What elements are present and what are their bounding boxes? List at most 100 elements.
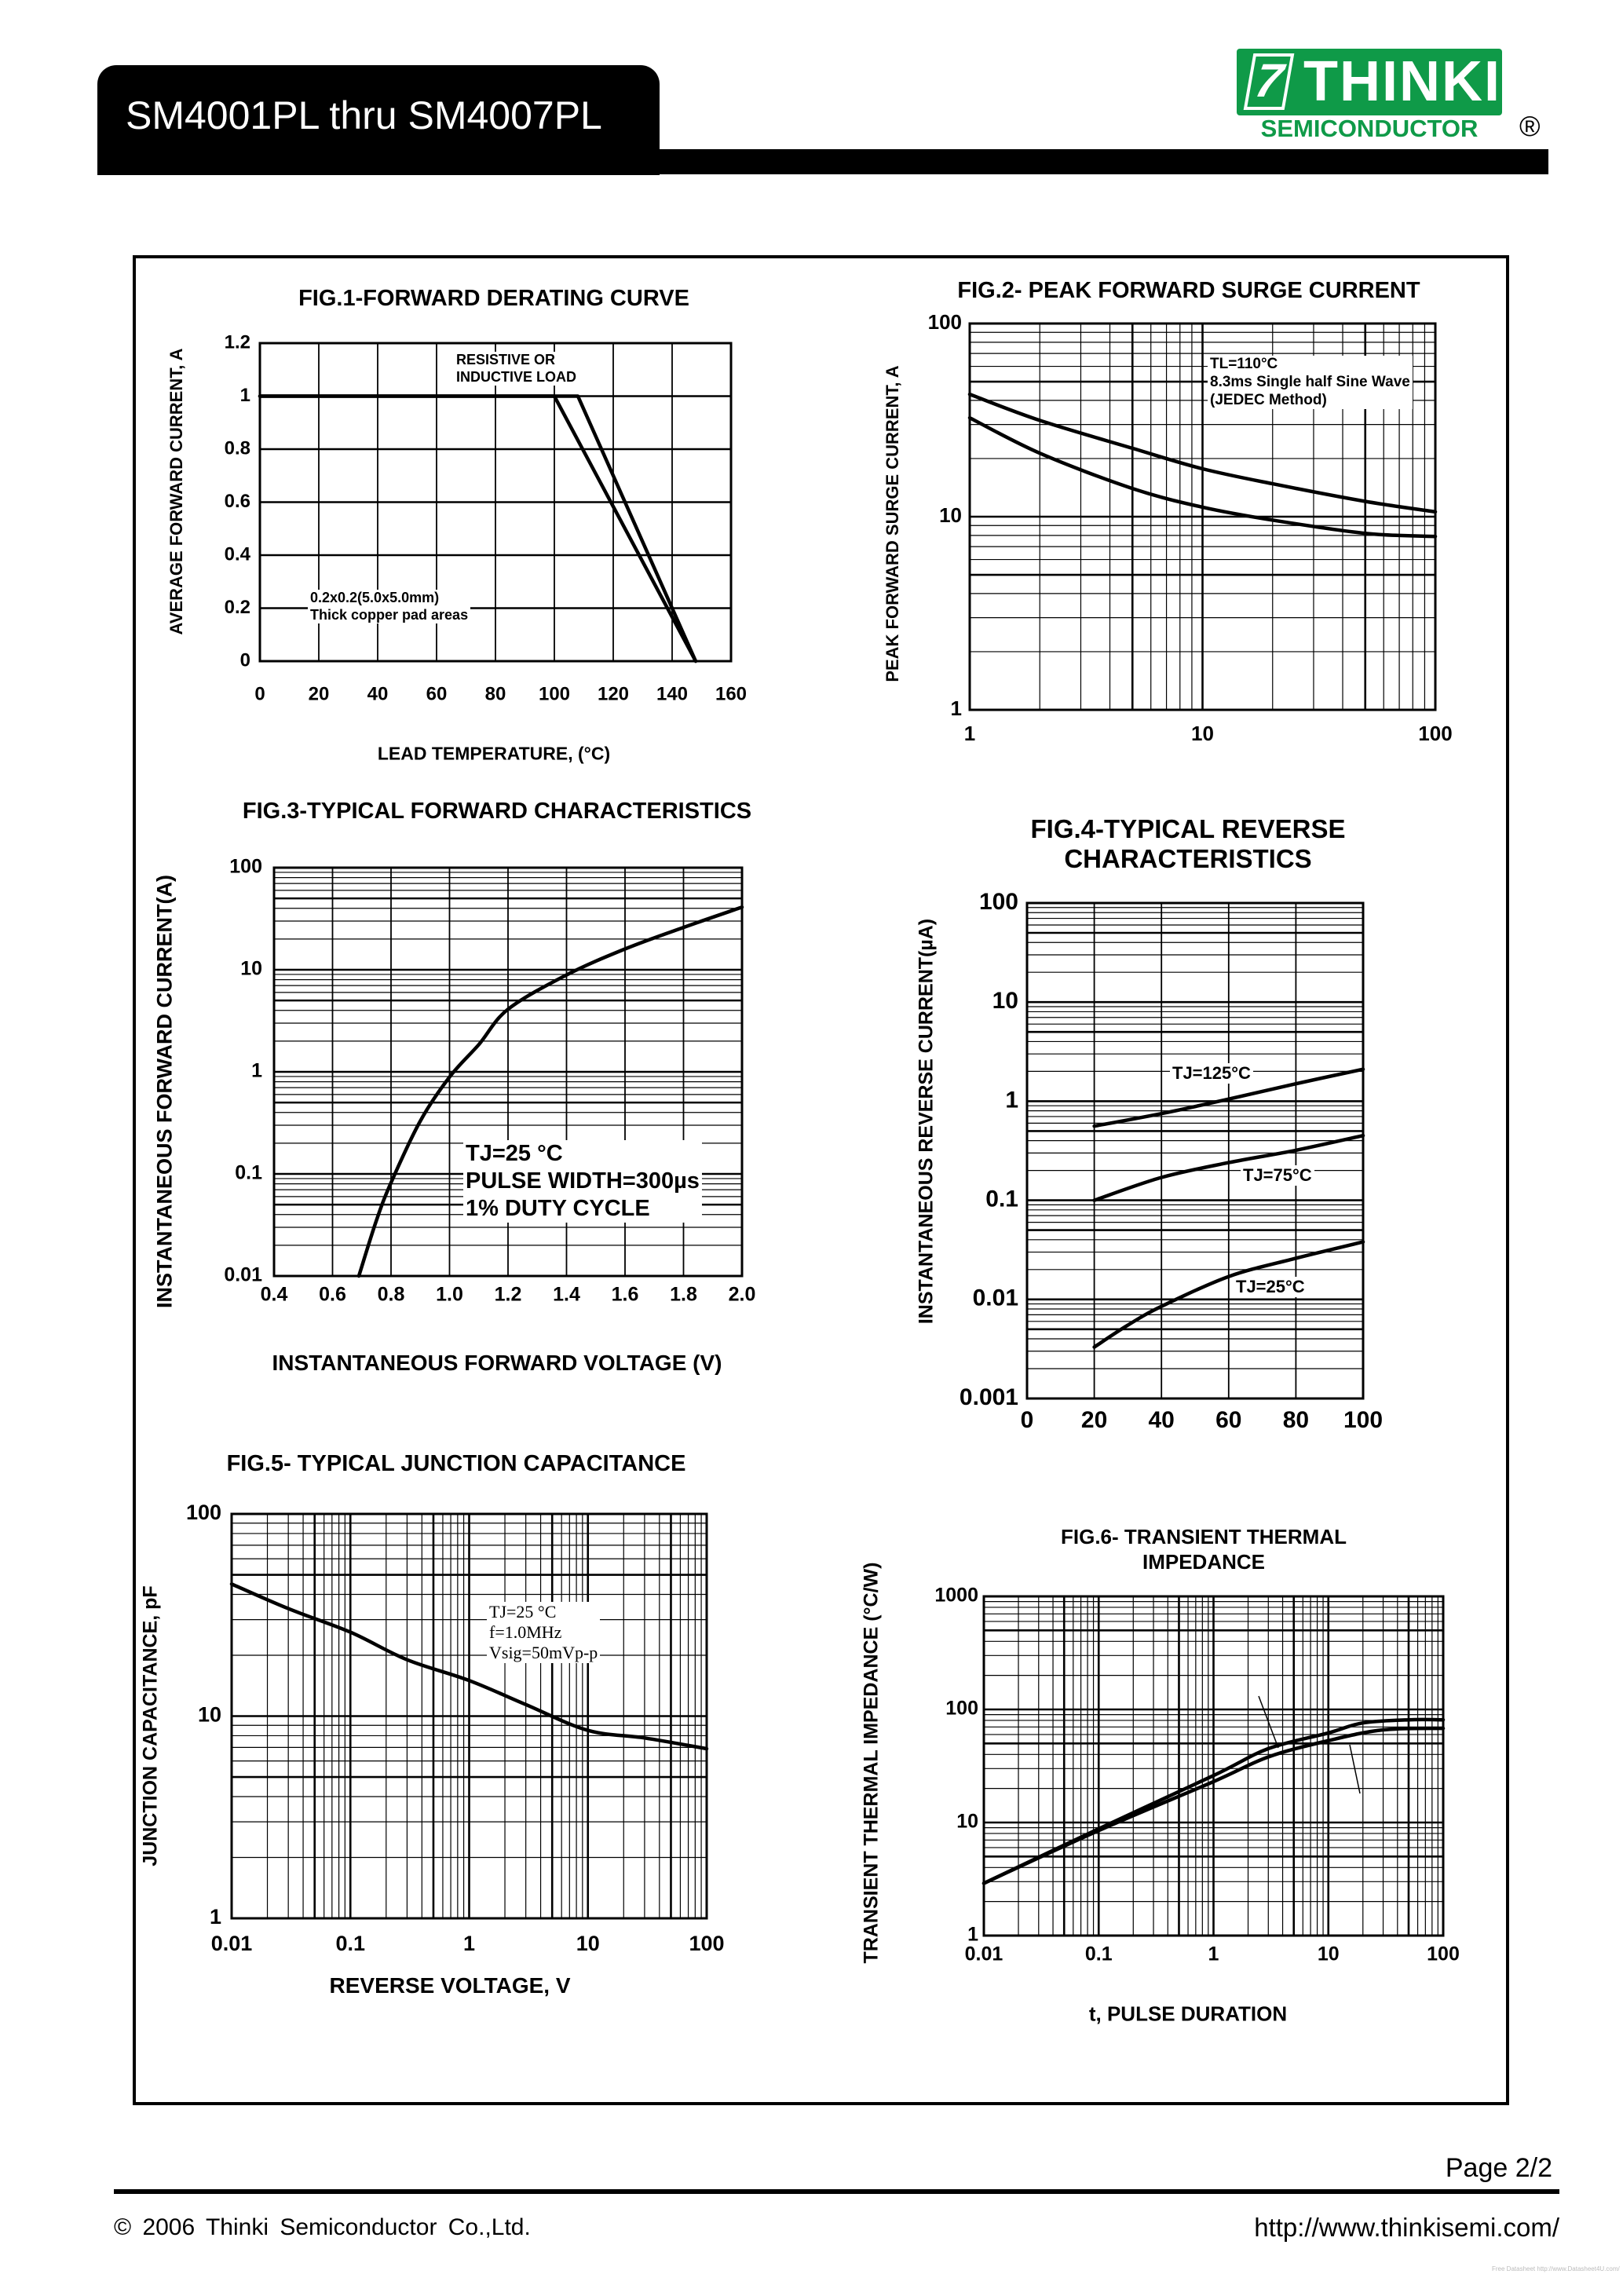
fig6-ylabel: TRANSIENT THERMAL IMPEDANCE (°C/W) — [860, 1562, 883, 1964]
fig3-x-tick-label: 1.4 — [553, 1284, 580, 1306]
fig5-title: FIG.5- TYPICAL JUNCTION CAPACITANCE — [226, 1451, 686, 1476]
fig6-x-tick-label: 0.01 — [965, 1943, 1003, 1965]
title-line: FIG.6- TRANSIENT THERMAL — [1061, 1525, 1347, 1548]
fig3-annotation: TJ=25 °C PULSE WIDTH=300µs 1% DUTY CYCLE — [463, 1140, 702, 1223]
annotation-line: f=1.0MHz — [489, 1622, 562, 1642]
fig5-y-tick-label: 100 — [186, 1501, 221, 1524]
website-link[interactable]: http://www.thinkisemi.com/ — [1254, 2213, 1559, 2242]
fig3-series-line-1 — [356, 905, 744, 1278]
annotation-line: (JEDEC Method) — [1210, 391, 1327, 408]
fig1-x-tick-label: 140 — [656, 683, 688, 704]
annotation-line: PULSE WIDTH=300µs — [466, 1168, 700, 1194]
fig1-ylabel: AVERAGE FORWARD CURRENT, A — [166, 348, 186, 635]
fig1-x-tick-label: 120 — [598, 683, 629, 704]
fig2-series-line-1 — [967, 392, 1438, 514]
fig2-x-tick-label: 100 — [1418, 722, 1452, 745]
fig4-series-line-2 — [1092, 1133, 1365, 1202]
fig6-y-tick-label: 10 — [956, 1811, 978, 1833]
fig4-series-label-125: TJ=125°C — [1170, 1063, 1253, 1084]
fig1-annotation-pad: 0.2x0.2(5.0x5.0mm) Thick copper pad area… — [308, 590, 471, 624]
fig1-x-tick-label: 100 — [539, 683, 570, 704]
fig2-y-tick-label: 1 — [951, 696, 962, 720]
fig1-y-tick-label: 1 — [240, 385, 250, 406]
fig3-y-tick-label: 10 — [240, 958, 262, 980]
fig2-title: FIG.2- PEAK FORWARD SURGE CURRENT — [957, 278, 1420, 303]
fig3-x-tick-label: 0.8 — [378, 1284, 405, 1306]
annotation-line: TJ=25 °C — [466, 1141, 563, 1166]
fig5-x-tick-label: 0.01 — [211, 1932, 253, 1955]
fig5-x-tick-label: 0.1 — [335, 1932, 365, 1955]
fig2-y-tick-label: 100 — [928, 310, 962, 334]
fig6-plot-frame — [982, 1595, 1445, 1937]
fig2-y-tick-label: 10 — [939, 503, 962, 527]
fig3-y-tick-label: 0.1 — [235, 1162, 262, 1184]
fig5-plot-frame — [230, 1512, 708, 1920]
footer-divider — [114, 2189, 1559, 2194]
watermark-text: Free Datasheet http://www.Datasheet4U.co… — [1492, 2265, 1620, 2272]
fig5-annotation: TJ=25 °C f=1.0MHz Vsig=50mVp-p — [487, 1602, 601, 1663]
fig2-x-tick-label: 1 — [964, 722, 975, 745]
fig4-series-label-75: TJ=75°C — [1241, 1165, 1314, 1186]
fig6-y-tick-label: 100 — [945, 1698, 978, 1720]
company-logo — [1237, 49, 1502, 115]
fig5-x-tick-label: 1 — [463, 1932, 475, 1955]
figures-frame — [133, 255, 1509, 2105]
fig4-series-line-3 — [1092, 1240, 1365, 1349]
fig3-plot-frame — [272, 866, 744, 1278]
annotation-line: Vsig=50mVp-p — [489, 1643, 598, 1662]
fig1-x-tick-label: 160 — [715, 683, 747, 704]
fig4-series-label-25: TJ=25°C — [1234, 1277, 1307, 1298]
fig1-series-line-2 — [258, 394, 698, 664]
fig6-x-tick-label: 0.1 — [1085, 1943, 1113, 1965]
fig6-y-tick-label: 1 — [967, 1924, 978, 1946]
fig1-annotation-load: RESISTIVE OR INDUCTIVE LOAD — [454, 352, 579, 386]
fig6-x-tick-label: 100 — [1427, 1943, 1460, 1965]
fig3-x-tick-label: 1.6 — [612, 1284, 639, 1306]
fig6-title: FIG.6- TRANSIENT THERMAL IMPEDANCE — [1061, 1524, 1347, 1574]
fig1-x-tick-label: 80 — [485, 683, 506, 704]
fig5-x-tick-label: 10 — [576, 1932, 600, 1955]
fig5-y-tick-label: 10 — [198, 1703, 221, 1727]
fig3-x-tick-label: 1.8 — [670, 1284, 697, 1306]
fig3-x-tick-label: 1.0 — [436, 1284, 463, 1306]
annotation-line: 1% DUTY CYCLE — [466, 1196, 650, 1221]
fig4-x-tick-label: 60 — [1215, 1407, 1241, 1433]
annotation-line: Thick copper pad areas — [310, 606, 469, 623]
logo-brand-text: THINKI — [1303, 50, 1501, 113]
fig3-y-tick-label: 0.01 — [224, 1264, 262, 1286]
registered-mark-icon: ® — [1519, 110, 1541, 142]
fig6-y-tick-label: 1000 — [934, 1585, 978, 1607]
fig3-x-tick-label: 2.0 — [729, 1284, 756, 1306]
fig4-title: FIG.4-TYPICAL REVERSE CHARACTERISTICS — [1031, 814, 1346, 874]
fig6-series-line-2 — [981, 1726, 1446, 1885]
fig4-x-tick-label: 100 — [1343, 1407, 1383, 1433]
fig1-y-tick-label: 0.8 — [225, 437, 250, 459]
fig1-x-tick-label: 40 — [367, 683, 389, 704]
fig1-x-tick-label: 20 — [309, 683, 330, 704]
fig6-leader-line — [1349, 1744, 1361, 1794]
fig4-y-tick-label: 0.1 — [985, 1186, 1018, 1212]
fig1-x-tick-label: 0 — [254, 683, 265, 704]
fig3-x-tick-label: 1.2 — [495, 1284, 522, 1306]
fig4-x-tick-label: 0 — [1021, 1407, 1034, 1433]
logo-subtitle: SEMICONDUCTOR — [1260, 115, 1479, 142]
fig5-x-tick-label: 100 — [689, 1932, 724, 1955]
title-line: CHARACTERISTICS — [1064, 844, 1312, 873]
fig1-y-tick-label: 0.4 — [225, 543, 251, 565]
fig1-y-tick-label: 0 — [240, 649, 250, 671]
fig2-x-tick-label: 10 — [1191, 722, 1214, 745]
fig6-x-tick-label: 10 — [1318, 1943, 1340, 1965]
fig5-y-tick-label: 1 — [210, 1905, 221, 1929]
fig3-y-tick-label: 100 — [229, 856, 262, 878]
document-title: SM4001PL thru SM4007PL — [126, 93, 602, 137]
fig1-y-tick-label: 1.2 — [225, 331, 250, 353]
fig6-leader-line — [1258, 1695, 1279, 1749]
fig5-series-line-1 — [229, 1582, 709, 1751]
fig4-y-tick-label: 10 — [992, 988, 1018, 1014]
title-line: FIG.4-TYPICAL REVERSE — [1030, 814, 1346, 843]
title-line: IMPEDANCE — [1142, 1550, 1265, 1574]
fig3-x-tick-label: 0.4 — [261, 1284, 288, 1306]
fig2-annotation: TL=110°C 8.3ms Single half Sine Wave (JE… — [1208, 356, 1413, 410]
page-number: Page 2/2 — [1445, 2153, 1552, 2183]
